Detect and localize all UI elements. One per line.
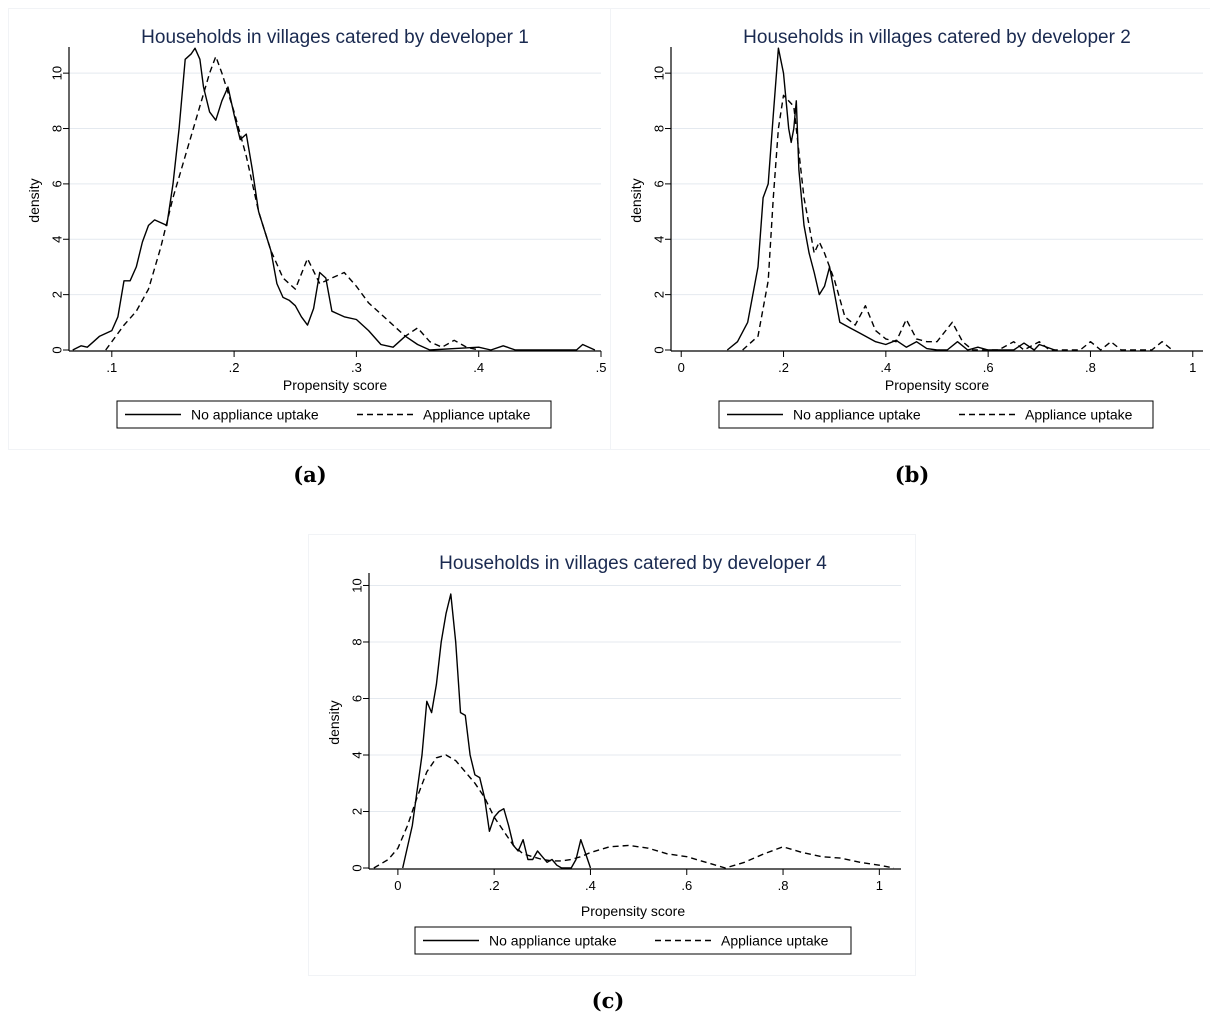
series-line-no-appliance-uptake: [402, 593, 592, 869]
legend-label-appliance-uptake: Appliance uptake: [721, 932, 829, 948]
y-tick-label: 4: [50, 236, 65, 243]
chart-title: Households in villages catered by develo…: [743, 27, 1131, 48]
y-tick-label: 6: [652, 180, 667, 187]
legend-box: [414, 926, 852, 955]
x-tick-label: .6: [681, 878, 692, 893]
y-tick-label: 10: [652, 66, 667, 80]
x-tick-label: 1: [1189, 360, 1196, 375]
legend-label-no-appliance-uptake: No appliance uptake: [793, 406, 921, 422]
y-tick-label: 2: [50, 291, 65, 298]
chart-c-svg: Households in villages catered by develo…: [326, 553, 901, 955]
y-tick-label: 6: [50, 180, 65, 187]
y-tick-label: 8: [652, 125, 667, 132]
chart-panel-b: Households in villages catered by develo…: [610, 8, 1210, 450]
series-line-appliance-uptake: [742, 94, 1173, 351]
y-tick-label: 8: [50, 125, 65, 132]
series-line-appliance-uptake: [373, 754, 894, 869]
y-tick-label: 4: [350, 751, 365, 758]
x-tick-label: .6: [983, 360, 994, 375]
y-tick-label: 2: [350, 808, 365, 815]
y-axis-label: density: [628, 178, 644, 222]
x-tick-label: .2: [778, 360, 789, 375]
y-tick-label: 10: [50, 66, 65, 80]
chart-panel-c: Households in villages catered by develo…: [308, 534, 916, 976]
legend-label-appliance-uptake: Appliance uptake: [1025, 406, 1133, 422]
y-tick-label: 6: [350, 695, 365, 702]
caption-b: (b): [894, 462, 930, 487]
y-axis-label: density: [26, 178, 42, 222]
legend-label-no-appliance-uptake: No appliance uptake: [489, 932, 617, 948]
x-axis-label: Propensity score: [885, 377, 989, 393]
y-tick-label: 2: [652, 291, 667, 298]
series-line-no-appliance-uptake: [726, 47, 1055, 351]
caption-a: (a): [293, 462, 327, 487]
x-tick-label: 0: [394, 878, 401, 893]
chart-panel-a: Households in villages catered by develo…: [8, 8, 612, 450]
y-tick-label: 10: [350, 578, 365, 592]
series-line-appliance-uptake: [105, 55, 479, 351]
x-tick-label: .5: [596, 360, 607, 375]
x-tick-label: .4: [880, 360, 891, 375]
legend-box: [116, 400, 552, 429]
legend-box: [718, 400, 1154, 429]
caption-c: (c): [591, 988, 625, 1013]
y-tick-label: 8: [350, 638, 365, 645]
y-tick-label: 0: [50, 346, 65, 353]
legend-label-appliance-uptake: Appliance uptake: [423, 406, 531, 422]
chart-title: Households in villages catered by develo…: [439, 553, 827, 574]
x-tick-label: 0: [678, 360, 685, 375]
x-tick-label: .3: [351, 360, 362, 375]
x-tick-label: .2: [489, 878, 500, 893]
x-tick-label: .8: [1085, 360, 1096, 375]
x-tick-label: .4: [473, 360, 484, 375]
x-tick-label: .2: [229, 360, 240, 375]
y-tick-label: 0: [350, 864, 365, 871]
chart-b-svg: Households in villages catered by develo…: [628, 27, 1203, 429]
y-tick-label: 0: [652, 346, 667, 353]
x-tick-label: .8: [778, 878, 789, 893]
x-tick-label: 1: [876, 878, 883, 893]
y-axis-label: density: [326, 700, 342, 744]
x-axis-label: Propensity score: [283, 377, 387, 393]
series-line-no-appliance-uptake: [72, 47, 596, 351]
legend-label-no-appliance-uptake: No appliance uptake: [191, 406, 319, 422]
chart-a-svg: Households in villages catered by develo…: [26, 27, 607, 429]
x-tick-label: .4: [585, 878, 596, 893]
x-tick-label: .1: [106, 360, 117, 375]
chart-title: Households in villages catered by develo…: [141, 27, 529, 48]
y-tick-label: 4: [652, 236, 667, 243]
x-axis-label: Propensity score: [581, 903, 685, 919]
